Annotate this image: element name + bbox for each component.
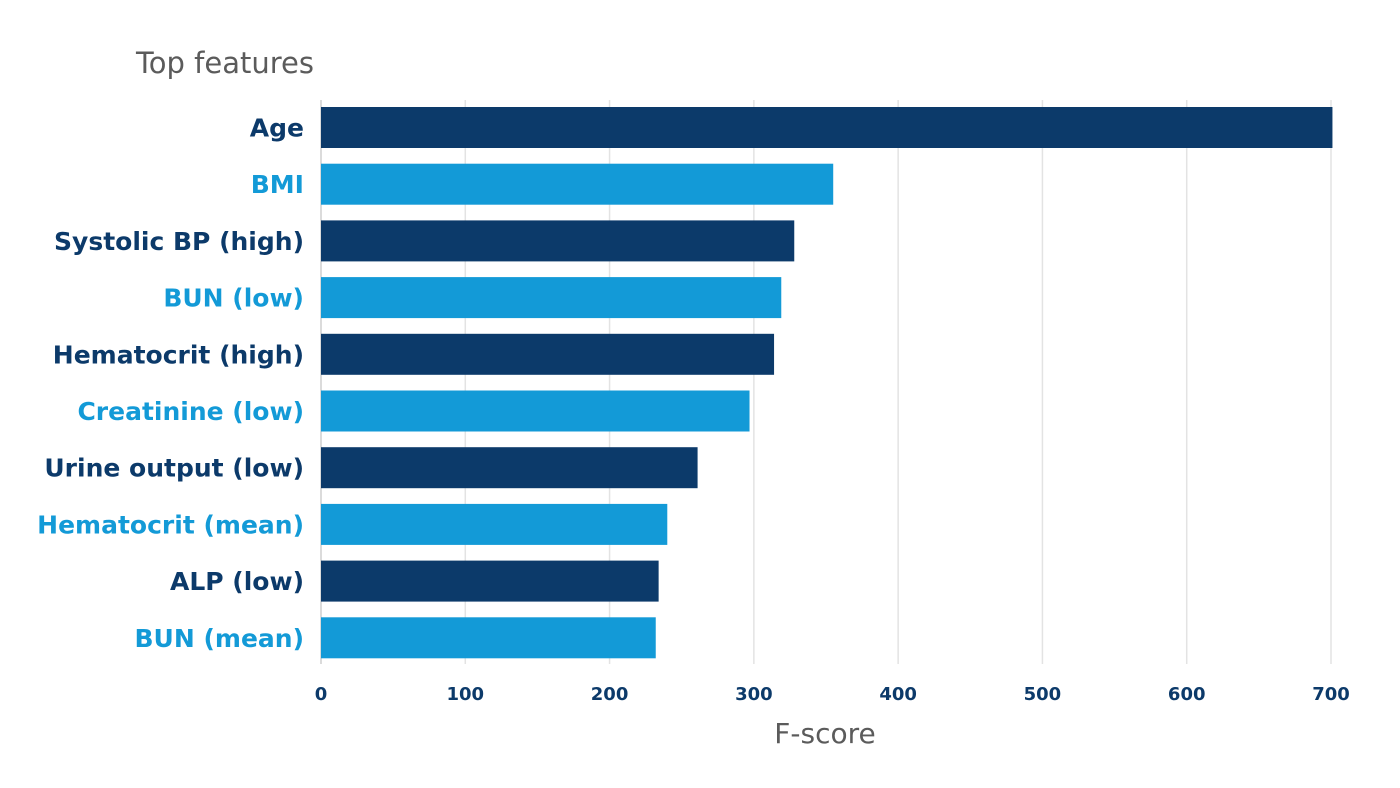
chart-title: Top features [136, 46, 314, 80]
x-tick-label-300: 300 [735, 684, 773, 705]
x-tick-label-700: 700 [1312, 684, 1350, 705]
bar-2 [321, 220, 795, 262]
x-tick-label-500: 500 [1024, 684, 1062, 705]
bar-0 [321, 107, 1333, 148]
bar-7 [321, 503, 668, 545]
category-label-0: Age [250, 114, 304, 143]
category-label-7: Hematocrit (mean) [37, 510, 304, 539]
bar-8 [321, 560, 659, 602]
category-label-9: BUN (mean) [134, 624, 304, 653]
bar-1 [321, 163, 834, 205]
x-tick-label-600: 600 [1168, 684, 1206, 705]
category-label-8: ALP (low) [170, 567, 304, 596]
bar-5 [321, 390, 750, 432]
x-tick-label-200: 200 [591, 684, 629, 705]
category-label-6: Urine output (low) [44, 454, 304, 483]
category-label-1: BMI [251, 170, 304, 199]
x-tick-label-100: 100 [446, 684, 484, 705]
bar-9 [321, 617, 656, 659]
category-label-2: Systolic BP (high) [54, 227, 304, 256]
x-tick-label-400: 400 [879, 684, 917, 705]
bar-6 [321, 447, 698, 489]
bar-4 [321, 333, 775, 375]
x-tick-label-0: 0 [315, 684, 328, 705]
category-label-4: Hematocrit (high) [53, 340, 304, 369]
x-axis-label: F-score [774, 717, 876, 750]
bar-3 [321, 277, 782, 319]
category-label-5: Creatinine (low) [77, 397, 304, 426]
category-label-3: BUN (low) [163, 284, 304, 313]
